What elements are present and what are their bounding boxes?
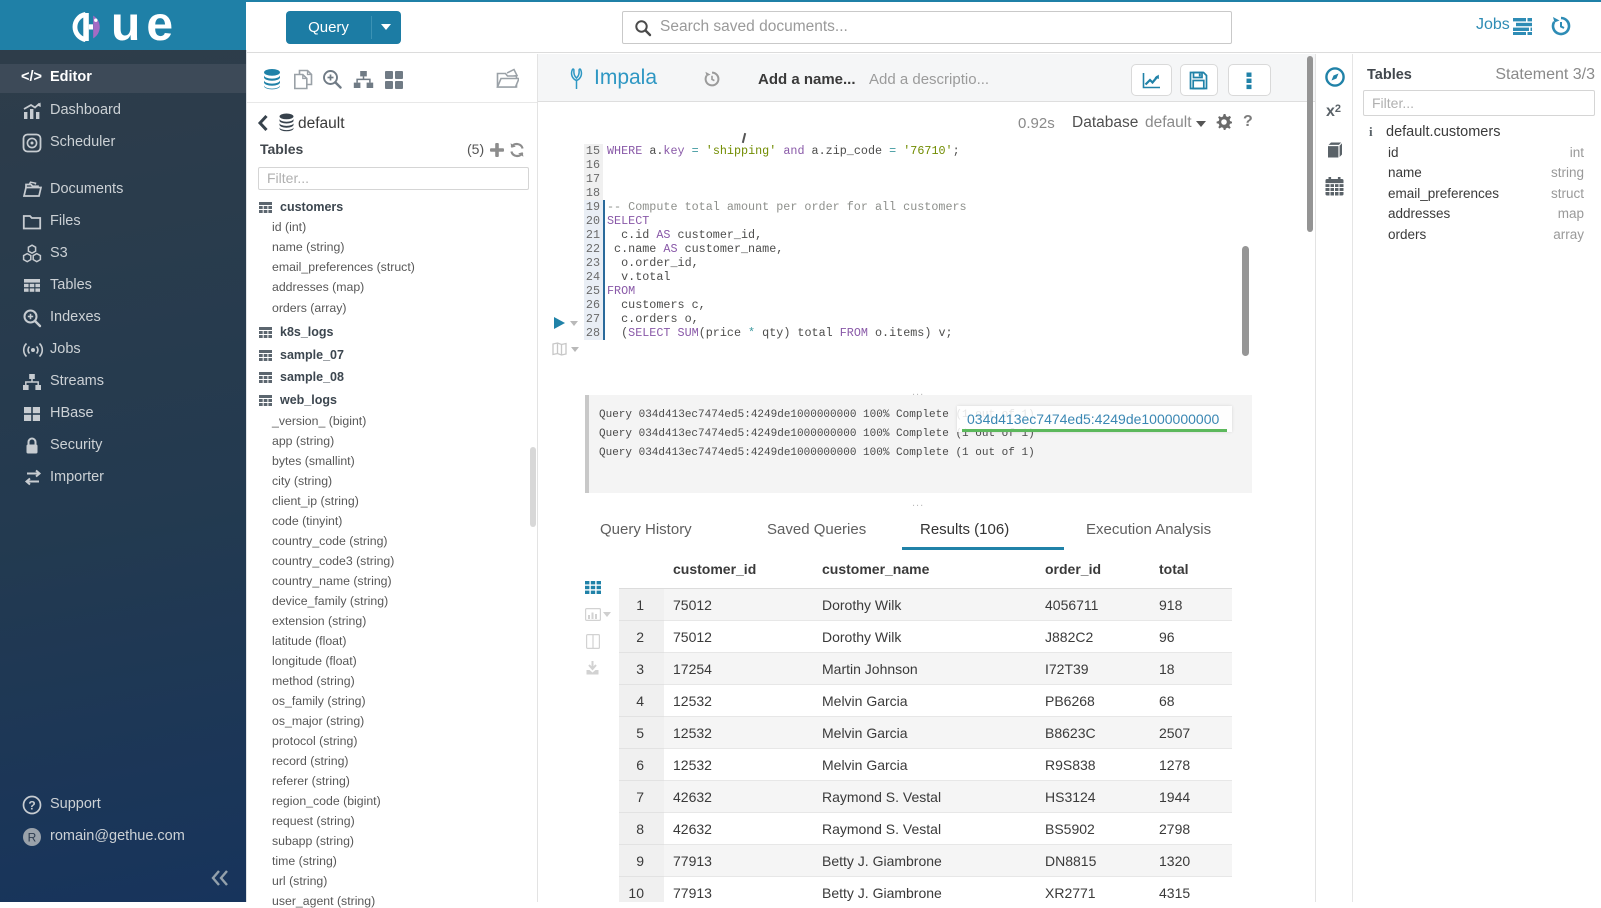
svg-text:R: R: [28, 830, 37, 844]
svg-text:ue: ue: [111, 12, 178, 42]
svg-text:?: ?: [28, 799, 35, 813]
